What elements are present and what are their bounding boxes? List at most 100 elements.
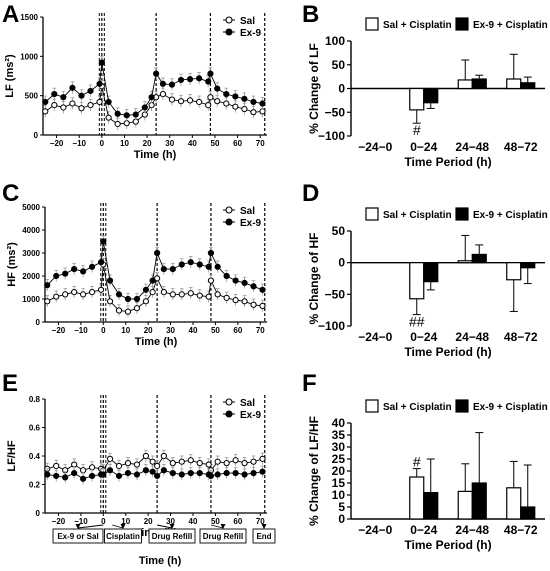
data-point	[168, 96, 176, 103]
x-tick-label: 70	[256, 326, 265, 335]
event-arrow	[157, 524, 173, 529]
data-point	[178, 458, 185, 465]
data-point	[207, 94, 214, 101]
data-point	[232, 470, 239, 477]
data-point	[214, 458, 221, 465]
data-point	[169, 266, 176, 273]
series-line-sal	[46, 264, 263, 313]
data-point	[53, 472, 60, 480]
x-tick-label: 40	[188, 139, 197, 148]
x-tick-label: 30	[166, 517, 175, 526]
bar	[423, 262, 439, 283]
category-label: 48−72	[504, 330, 538, 344]
data-point	[88, 464, 96, 471]
data-point	[105, 98, 112, 106]
data-point	[177, 98, 185, 105]
x-tick-label: 10	[120, 139, 129, 148]
data-point	[62, 291, 69, 298]
y-axis-label: LF (ms²)	[4, 54, 16, 98]
data-point	[241, 95, 248, 102]
event-arrow	[77, 524, 104, 529]
data-point	[53, 462, 60, 470]
bar	[520, 506, 536, 520]
data-point	[71, 266, 78, 273]
data-point	[96, 80, 103, 87]
x-tick-label: −10	[72, 139, 86, 148]
bar	[471, 78, 487, 90]
data-point	[207, 249, 215, 257]
data-point	[53, 293, 60, 300]
y-tick-label: 0	[34, 131, 39, 140]
bar	[506, 487, 522, 520]
x-axis-label: Time (h)	[134, 149, 177, 161]
series-line-ex-9	[46, 241, 263, 300]
event-arrowhead	[220, 524, 226, 529]
data-point	[232, 457, 239, 464]
x-tick-label: 0	[101, 326, 106, 335]
x-tick-label: 50	[211, 326, 220, 335]
legend-label: Ex-9 + Cisplatin	[473, 210, 548, 221]
data-point	[196, 261, 203, 268]
data-point	[96, 98, 103, 106]
legend-label: Ex-9	[240, 28, 262, 39]
panel-label-e: E	[2, 370, 18, 397]
legend-swatch	[365, 17, 379, 31]
y-tick-label: 0	[338, 512, 345, 526]
category-label: 24−48	[455, 140, 489, 154]
data-point	[133, 305, 141, 312]
data-point	[205, 263, 212, 270]
data-point	[259, 455, 266, 462]
category-label: 0−24	[410, 523, 437, 537]
y-tick-label: 1000	[20, 52, 38, 61]
data-point	[51, 90, 58, 98]
data-point	[71, 289, 78, 296]
data-point	[149, 458, 156, 465]
data-point	[232, 297, 239, 304]
data-point	[223, 470, 230, 477]
y-axis-label: % Change of HF	[307, 233, 321, 325]
bar	[423, 492, 439, 520]
y-tick-label: −50	[325, 287, 346, 301]
category-label: 48−72	[504, 140, 538, 154]
data-point	[241, 460, 248, 467]
data-point	[214, 263, 221, 270]
y-tick-label: 0	[338, 256, 345, 270]
data-point	[214, 291, 221, 298]
data-point	[142, 298, 150, 305]
data-point	[250, 98, 257, 106]
event-arrow	[210, 524, 224, 529]
data-point	[186, 97, 194, 104]
x-tick-label: −10	[74, 517, 88, 526]
data-point	[259, 286, 266, 293]
data-point	[187, 290, 194, 297]
x-axis-label: Time Period (h)	[404, 155, 491, 169]
y-tick-label: 1500	[20, 13, 38, 22]
legend-marker	[225, 28, 233, 36]
y-tick-label: 40	[332, 416, 346, 430]
data-point	[196, 98, 203, 106]
x-axis-label: Time Period (h)	[404, 538, 491, 552]
data-point	[115, 307, 123, 314]
data-point	[159, 90, 167, 98]
series-line-ex-9	[45, 62, 263, 116]
legend-marker	[225, 410, 233, 418]
data-point	[87, 102, 94, 109]
x-tick-label: −20	[52, 326, 66, 335]
data-point	[142, 286, 150, 293]
x-tick-label: 30	[166, 326, 175, 335]
data-point	[169, 291, 176, 298]
data-point	[149, 289, 156, 296]
data-point	[196, 292, 203, 299]
data-point	[80, 467, 87, 474]
y-tick-label: 25	[332, 452, 346, 466]
x-tick-label: 60	[233, 326, 242, 335]
event-arrowhead	[261, 524, 267, 529]
x-tick-label: 20	[144, 517, 153, 526]
event-label: End	[256, 532, 271, 541]
bar	[471, 253, 487, 264]
y-tick-label: 3000	[22, 249, 40, 258]
data-point	[178, 291, 185, 298]
data-point	[124, 470, 132, 477]
data-point	[259, 108, 266, 115]
data-point	[187, 470, 194, 477]
